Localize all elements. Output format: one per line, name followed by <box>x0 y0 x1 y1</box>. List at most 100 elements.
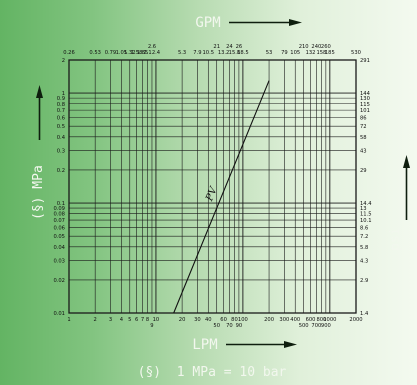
x-top-tick-label: 105 <box>290 50 300 56</box>
y-left-tick-label: 0.02 <box>53 278 65 284</box>
x-top-tick-label: 185 <box>325 50 335 56</box>
x-top-tick-label: 15.8 <box>229 50 241 56</box>
x-top-tick-label: 13.2 <box>218 50 230 56</box>
y-left-tick-label: 0.08 <box>53 212 65 218</box>
x-top-tick-label: 53 <box>266 50 273 56</box>
x-top-tick-label: 24 <box>226 44 233 50</box>
footnote: (§) 1 MPa = 10 bar <box>138 365 287 380</box>
x-top-tick-label: 79 <box>281 50 288 56</box>
series-label-pv: PV <box>204 184 221 204</box>
y-gridlines <box>69 59 356 314</box>
y-left-tick-label: 0.07 <box>53 218 65 224</box>
tick-labels: 10.2620.5330.7941.0551.3261.5871.8582.11… <box>53 44 372 329</box>
x-bottom-axis-title: LPM <box>192 337 217 353</box>
x-top-tick-label: 132 <box>306 50 316 56</box>
series-line-pv <box>173 80 270 314</box>
x-top-tick-label: 2.1 <box>143 50 151 56</box>
y-left-tick-label: 0.09 <box>53 206 65 212</box>
x-bottom-tick-label: 100 <box>238 317 248 323</box>
y-right-arrowhead-icon <box>403 155 410 168</box>
x-bottom-tick-label: 2000 <box>349 317 362 323</box>
x-top-tick-label: 530 <box>351 50 361 56</box>
y-right-tick-label: 11.5 <box>360 212 372 218</box>
y-left-tick-label: 0.2 <box>57 168 65 174</box>
x-top-tick-label: 0.53 <box>89 50 101 56</box>
x-top-tick-label: 1.32 <box>124 50 136 56</box>
y-right-axis-title: psi <box>388 228 403 251</box>
x-top-tick-label: 1.85 <box>137 50 149 56</box>
y-left-tick-label: 0.01 <box>53 311 65 317</box>
y-left-tick-label: 0.06 <box>53 225 65 231</box>
x-bottom-tick-label: 7 <box>141 317 144 323</box>
x-top-tick-label: 0.79 <box>105 50 117 56</box>
x-bottom-tick-label: 10 <box>153 317 160 323</box>
x-bottom-tick-label: 80 <box>231 317 238 323</box>
y-right-tick-label: 101 <box>360 108 370 114</box>
y-left-tick-label: 0.3 <box>57 149 65 155</box>
y-right-tick-label: 14.4 <box>360 201 372 207</box>
y-left-tick-label: 0.4 <box>57 135 66 141</box>
x-top-axis-title: GPM <box>195 15 220 31</box>
y-left-tick-label: 0.05 <box>53 234 65 240</box>
y-right-tick-label: 8.6 <box>360 225 368 231</box>
y-left-tick-label: 1 <box>62 91 65 97</box>
y-right-tick-label: 4.3 <box>360 259 368 265</box>
x-bottom-tick-label: 8 <box>146 317 149 323</box>
x-bottom-tick-label: 30 <box>194 317 201 323</box>
y-right-tick-label: 7.2 <box>360 234 368 240</box>
y-left-tick-label: 0.9 <box>57 96 65 102</box>
x-bottom-tick-label: 500 <box>299 323 309 329</box>
x-bottom-tick-label: 3 <box>109 317 112 323</box>
y-left-tick-label: 0.5 <box>57 124 65 130</box>
y-left-tick-label: 0.7 <box>57 108 65 114</box>
x-bottom-tick-label: 600 <box>306 317 316 323</box>
x-bottom-tick-label: 20 <box>179 317 186 323</box>
x-top-tick-label: 26 <box>236 44 243 50</box>
x-bottom-tick-label: 1000 <box>323 317 336 323</box>
x-bottom-tick-label: 700 <box>311 323 321 329</box>
y-left-tick-label: 0.8 <box>57 102 65 108</box>
y-left-arrowhead-icon <box>36 85 43 98</box>
y-left-tick-label: 2 <box>62 58 65 64</box>
y-right-tick-label: 86 <box>360 115 367 121</box>
x-bottom-tick-label: 400 <box>290 317 300 323</box>
x-bottom-arrowhead-icon <box>284 341 297 348</box>
x-top-tick-label: 210 <box>299 44 309 50</box>
x-top-arrowhead-icon <box>289 19 302 26</box>
y-right-tick-label: 29 <box>360 168 367 174</box>
series-layer: PV <box>173 80 270 314</box>
x-bottom-tick-label: 1 <box>67 317 70 323</box>
y-left-tick-label: 0.6 <box>57 115 65 121</box>
x-bottom-tick-label: 5 <box>128 317 131 323</box>
y-right-tick-label: 115 <box>360 102 370 108</box>
x-bottom-tick-label: 60 <box>220 317 227 323</box>
x-bottom-tick-label: 40 <box>205 317 212 323</box>
y-left-tick-label: 0.04 <box>53 245 65 251</box>
x-top-tick-label: 1.05 <box>116 50 128 56</box>
x-top-tick-label: 18.5 <box>237 50 249 56</box>
y-right-tick-label: 291 <box>360 58 370 64</box>
x-bottom-tick-label: 50 <box>213 323 220 329</box>
x-bottom-tick-label: 300 <box>279 317 289 323</box>
y-right-tick-label: 10.1 <box>360 218 372 224</box>
x-top-tick-label: 10.5 <box>203 50 215 56</box>
x-top-tick-label: 240 <box>311 44 321 50</box>
x-bottom-tick-label: 4 <box>120 317 124 323</box>
y-right-tick-label: 43 <box>360 149 367 155</box>
x-top-tick-label: 1.58 <box>131 50 143 56</box>
x-bottom-tick-label: 9 <box>150 323 153 329</box>
y-left-tick-label: 0.03 <box>53 259 65 265</box>
plot-frame <box>68 59 357 314</box>
x-bottom-tick-label: 6 <box>135 317 138 323</box>
y-right-tick-label: 2.9 <box>360 278 368 284</box>
x-bottom-tick-label: 900 <box>321 323 331 329</box>
x-top-tick-label: 158 <box>316 50 326 56</box>
x-top-tick-label: 260 <box>321 44 331 50</box>
y-right-tick-label: 72 <box>360 124 367 130</box>
x-bottom-tick-label: 90 <box>236 323 243 329</box>
x-top-tick-label: 0.26 <box>63 50 75 56</box>
x-bottom-tick-label: 200 <box>264 317 274 323</box>
y-left-tick-label: 0.1 <box>57 201 65 207</box>
x-bottom-tick-label: 70 <box>226 323 233 329</box>
